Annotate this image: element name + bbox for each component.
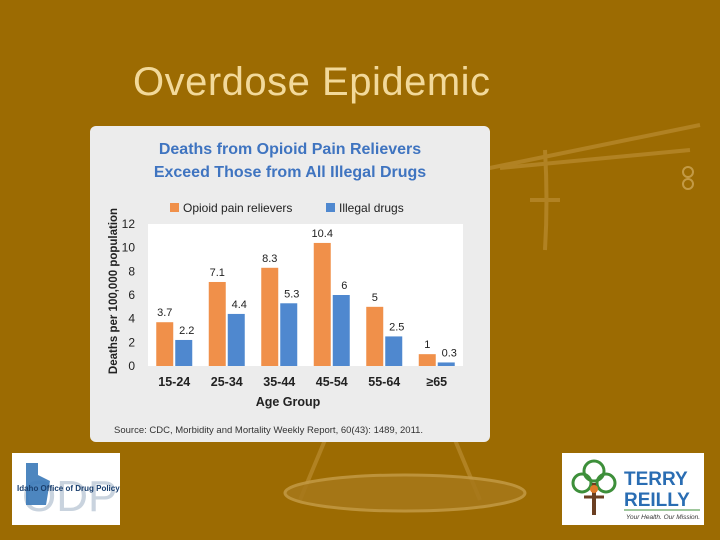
bar-opioid-55-64 <box>366 306 384 366</box>
bar-opioid-≥65 <box>418 354 436 366</box>
data-label-opioid-55-64: 5 <box>372 292 378 304</box>
y-axis-label: Deaths per 100,000 population <box>108 208 120 374</box>
bar-illegal-45-54 <box>332 295 350 366</box>
odp-logo-graphic: ODP Idaho Office of Drug Policy <box>17 463 120 521</box>
x-tick-label: 15-24 <box>158 375 190 389</box>
terry-reilly-logo-graphic: TERRY REILLY Your Health. Our Mission. <box>571 459 700 521</box>
y-tick-label: 12 <box>122 217 136 231</box>
y-tick-label: 8 <box>128 264 135 278</box>
chart-title: Deaths from Opioid Pain Relievers <box>159 141 421 158</box>
bar-opioid-25-34 <box>208 281 226 366</box>
terry-reilly-tagline: Your Health. Our Mission. <box>626 514 700 521</box>
tree-icon <box>571 459 617 515</box>
bar-opioid-35-44 <box>261 267 279 366</box>
chart-subtitle: Exceed Those from All Illegal Drugs <box>154 164 426 181</box>
legend-swatch-illegal <box>326 203 335 212</box>
plot-area <box>148 224 463 366</box>
chart-card: Deaths from Opioid Pain Relievers Exceed… <box>90 126 490 442</box>
opioid-deaths-chart: Deaths from Opioid Pain Relievers Exceed… <box>108 141 463 436</box>
legend-swatch-opioid <box>170 203 179 212</box>
slide-title: Overdose Epidemic <box>133 60 491 104</box>
y-tick-label: 4 <box>128 312 135 326</box>
x-tick-label: 45-54 <box>316 375 348 389</box>
data-label-opioid-25-34: 7.1 <box>210 267 225 279</box>
data-label-illegal-15-24: 2.2 <box>179 325 194 337</box>
y-tick-label: 2 <box>128 335 135 349</box>
data-label-opioid-15-24: 3.7 <box>157 307 172 319</box>
y-tick-label: 10 <box>122 241 136 255</box>
data-label-illegal-≥65: 0.3 <box>442 347 457 359</box>
data-label-opioid-35-44: 8.3 <box>262 253 277 265</box>
bar-illegal-15-24 <box>175 339 193 366</box>
chart-source-note: Source: CDC, Morbidity and Mortality Wee… <box>114 425 423 436</box>
bar-illegal-≥65 <box>437 362 455 366</box>
x-tick-label: 55-64 <box>368 375 400 389</box>
idaho-odp-logo: ODP Idaho Office of Drug Policy <box>12 453 120 525</box>
data-label-illegal-35-44: 5.3 <box>284 288 299 300</box>
terry-reilly-logo: TERRY REILLY Your Health. Our Mission. <box>562 453 704 525</box>
bar-illegal-35-44 <box>280 303 298 366</box>
data-label-illegal-45-54: 6 <box>341 280 347 292</box>
bar-illegal-55-64 <box>385 336 403 366</box>
data-label-illegal-55-64: 2.5 <box>389 321 404 333</box>
y-tick-label: 6 <box>128 288 135 302</box>
odp-logo-text: Idaho Office of Drug Policy <box>17 484 120 493</box>
bar-opioid-15-24 <box>156 322 174 366</box>
data-label-illegal-25-34: 4.4 <box>232 299 247 311</box>
data-label-opioid-≥65: 1 <box>424 339 430 351</box>
x-axis-label: Age Group <box>256 395 321 409</box>
bar-illegal-25-34 <box>227 313 245 366</box>
data-label-opioid-45-54: 10.4 <box>312 228 333 240</box>
x-tick-label: 25-34 <box>211 375 243 389</box>
x-tick-label: 35-44 <box>263 375 295 389</box>
terry-reilly-name-2: REILLY <box>624 490 690 511</box>
terry-reilly-name-1: TERRY <box>624 469 688 490</box>
bar-opioid-45-54 <box>313 242 331 366</box>
x-tick-label: ≥65 <box>426 375 447 389</box>
legend-label-illegal: Illegal drugs <box>339 201 404 215</box>
legend-label-opioid: Opioid pain relievers <box>183 201 292 215</box>
y-tick-label: 0 <box>128 359 135 373</box>
